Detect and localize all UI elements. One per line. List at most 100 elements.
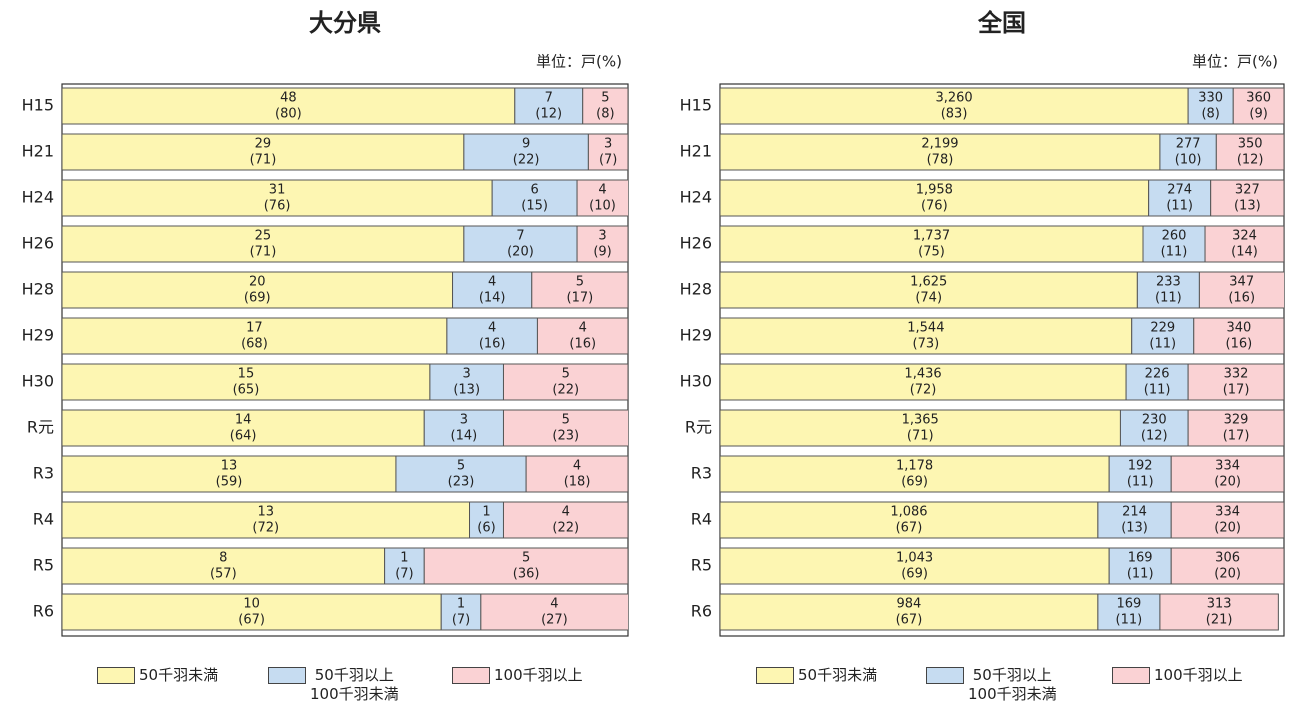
percent-label: (22) xyxy=(513,153,540,168)
percent-label: (67) xyxy=(238,613,265,628)
percent-label: (15) xyxy=(521,199,548,214)
percent-label: (17) xyxy=(567,291,594,306)
percent-label: (75) xyxy=(918,245,945,260)
percent-label: (71) xyxy=(250,153,277,168)
bar-segment xyxy=(720,455,1110,493)
percent-label: (23) xyxy=(552,429,579,444)
y-tick-label: R5 xyxy=(691,556,712,575)
percent-label: (18) xyxy=(564,475,591,490)
bar-segment xyxy=(469,501,504,539)
percent-label: (69) xyxy=(244,291,271,306)
y-tick-label: H30 xyxy=(680,372,712,391)
count-label: 277 xyxy=(1176,137,1201,152)
y-tick-label: H24 xyxy=(680,188,712,207)
bar-segment xyxy=(1097,593,1161,631)
count-label: 8 xyxy=(219,551,227,566)
count-label: 984 xyxy=(897,597,922,612)
percent-label: (7) xyxy=(395,567,413,582)
bars: 48(80)7(12)5(8)29(71)9(22)3(7)31(76)6(15… xyxy=(62,87,628,631)
percent-label: (78) xyxy=(927,153,954,168)
bar-segment xyxy=(1187,363,1284,401)
y-tick-label: R6 xyxy=(33,602,54,621)
percent-label: (16) xyxy=(479,337,506,352)
count-label: 169 xyxy=(1116,597,1141,612)
bar-segment xyxy=(1170,547,1284,585)
bar-segment xyxy=(720,317,1133,355)
count-label: 1,086 xyxy=(890,505,927,520)
count-label: 229 xyxy=(1150,321,1175,336)
y-tick-label: H15 xyxy=(680,96,712,115)
bar-segment xyxy=(1204,225,1284,263)
count-label: 25 xyxy=(255,229,272,244)
bar-segment xyxy=(1232,87,1284,125)
y-tick-label: R3 xyxy=(691,464,712,483)
bars: 3,260(83) 330(8) 360(9) 2,199(78) 277(10) 350… xyxy=(720,87,1284,631)
bar-segment xyxy=(536,317,628,355)
count-label: 5 xyxy=(562,367,570,382)
bar-segment xyxy=(423,409,504,447)
y-tick-label: H15 xyxy=(22,96,54,115)
percent-label: (71) xyxy=(907,429,934,444)
count-label: 3 xyxy=(463,367,471,382)
percent-label: (14) xyxy=(1231,245,1258,260)
legend-item: 50千羽以上 100千羽未満 xyxy=(268,666,399,704)
y-tick-label: H21 xyxy=(680,142,712,161)
percent-label: (16) xyxy=(569,337,596,352)
percent-label: (13) xyxy=(453,383,480,398)
percent-label: (12) xyxy=(535,107,562,122)
bar-segment xyxy=(1187,409,1284,447)
count-label: 13 xyxy=(257,505,274,520)
count-label: 4 xyxy=(598,183,606,198)
percent-label: (65) xyxy=(233,383,260,398)
percent-label: (11) xyxy=(1116,613,1143,628)
bar-segment xyxy=(576,225,628,263)
percent-label: (11) xyxy=(1149,337,1176,352)
count-label: 15 xyxy=(238,367,255,382)
percent-label: (57) xyxy=(210,567,237,582)
percent-label: (6) xyxy=(477,521,495,536)
count-label: 260 xyxy=(1162,229,1187,244)
count-label: 340 xyxy=(1226,321,1251,336)
count-label: 31 xyxy=(269,183,286,198)
percent-label: (69) xyxy=(901,567,928,582)
count-label: 1 xyxy=(457,597,465,612)
count-label: 1,178 xyxy=(896,459,933,474)
percent-label: (72) xyxy=(252,521,279,536)
bar-segment xyxy=(62,133,465,171)
percent-label: (67) xyxy=(896,521,923,536)
count-label: 4 xyxy=(579,321,587,336)
bar-segment xyxy=(587,133,628,171)
bar-segment xyxy=(62,363,431,401)
y-tick-label: R6 xyxy=(691,602,712,621)
percent-label: (14) xyxy=(451,429,478,444)
percent-label: (12) xyxy=(1141,429,1168,444)
count-label: 20 xyxy=(249,275,266,290)
count-label: 306 xyxy=(1215,551,1240,566)
count-label: 329 xyxy=(1224,413,1249,428)
percent-label: (16) xyxy=(1226,337,1253,352)
percent-label: (64) xyxy=(230,429,257,444)
count-label: 334 xyxy=(1215,505,1240,520)
count-label: 10 xyxy=(243,597,260,612)
count-label: 1,544 xyxy=(907,321,944,336)
count-label: 4 xyxy=(562,505,570,520)
percent-label: (22) xyxy=(552,521,579,536)
plot-frame xyxy=(719,83,1285,637)
percent-label: (9) xyxy=(1249,107,1267,122)
bar-segment xyxy=(62,271,454,309)
percent-label: (20) xyxy=(507,245,534,260)
bar-segment xyxy=(384,547,425,585)
bar-segment xyxy=(1136,271,1200,309)
bar-segment xyxy=(491,179,578,217)
percent-label: (80) xyxy=(275,107,302,122)
legend-item: 50千羽未満 xyxy=(97,666,218,685)
bar-segment xyxy=(1215,133,1284,171)
bar-segment xyxy=(1131,317,1195,355)
percent-label: (74) xyxy=(915,291,942,306)
count-label: 4 xyxy=(573,459,581,474)
percent-label: (13) xyxy=(1234,199,1261,214)
percent-label: (36) xyxy=(513,567,540,582)
percent-label: (68) xyxy=(241,337,268,352)
bar-segment xyxy=(531,271,628,309)
